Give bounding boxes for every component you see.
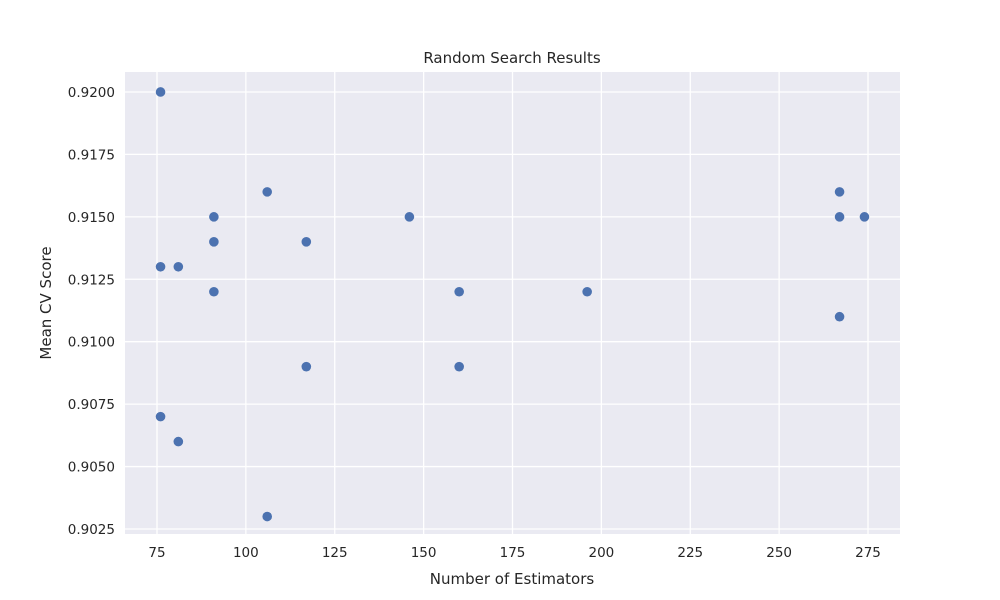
x-tick-label: 125 bbox=[322, 545, 348, 561]
scatter-point bbox=[209, 286, 219, 297]
scatter-point bbox=[454, 286, 464, 297]
y-tick-label: 0.9025 bbox=[68, 522, 115, 538]
x-tick-labels: 75 100 125 150 175 200 225 250 275 bbox=[148, 545, 880, 561]
y-tick-label: 0.9175 bbox=[68, 147, 115, 163]
y-tick-label: 0.9150 bbox=[68, 210, 115, 226]
scatter-point bbox=[262, 187, 273, 197]
y-tick-label: 0.9200 bbox=[68, 85, 115, 101]
scatter-point bbox=[834, 212, 845, 222]
scatter-point bbox=[155, 87, 166, 97]
scatter-point bbox=[262, 511, 273, 522]
y-grid-lines bbox=[125, 91, 900, 530]
x-axis-label: Number of Estimators bbox=[430, 570, 595, 588]
scatter-point bbox=[582, 286, 592, 297]
scatter-point bbox=[155, 261, 166, 272]
x-tick-label: 150 bbox=[411, 545, 437, 561]
chart-title: Random Search Results bbox=[423, 49, 601, 67]
x-tick-label: 250 bbox=[766, 545, 792, 561]
x-grid-lines bbox=[156, 72, 869, 534]
x-tick-label: 275 bbox=[855, 545, 881, 561]
y-tick-labels: 0.9025 0.9050 0.9075 0.9100 0.9125 0.9150 0.91… bbox=[68, 85, 115, 538]
x-tick-label: 175 bbox=[500, 545, 526, 561]
scatter-point bbox=[859, 212, 870, 222]
y-tick-label: 0.9075 bbox=[68, 397, 115, 413]
scatter-point bbox=[454, 361, 464, 372]
y-tick-label: 0.9125 bbox=[68, 272, 115, 288]
x-tick-label: 200 bbox=[588, 545, 614, 561]
x-tick-label: 225 bbox=[677, 545, 703, 561]
y-tick-label: 0.9050 bbox=[68, 460, 115, 476]
y-axis-label: Mean CV Score bbox=[37, 246, 55, 359]
scatter-point bbox=[404, 212, 415, 222]
scatter-point bbox=[209, 237, 219, 247]
x-tick-label: 100 bbox=[233, 545, 259, 561]
scatter-point bbox=[209, 212, 219, 222]
x-tick-label: 75 bbox=[148, 545, 165, 561]
scatter-point bbox=[173, 261, 184, 272]
scatter-point bbox=[834, 311, 845, 322]
scatter-point bbox=[301, 237, 312, 247]
scatter-point bbox=[155, 411, 166, 422]
scatter-point bbox=[301, 361, 312, 372]
y-tick-label: 0.9100 bbox=[68, 335, 115, 351]
data-points bbox=[155, 87, 870, 522]
scatter-point bbox=[834, 187, 845, 197]
scatter-point bbox=[173, 436, 184, 447]
